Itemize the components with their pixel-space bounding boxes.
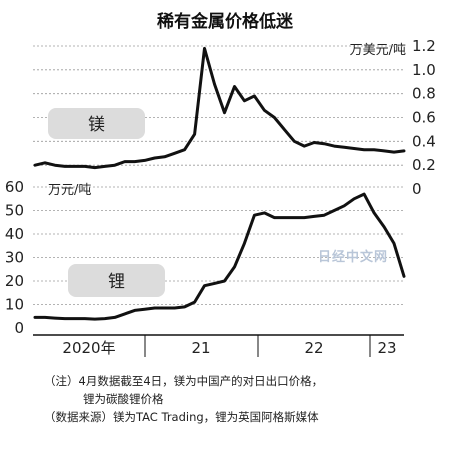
x-tick-label: 21 — [191, 339, 210, 357]
y-tick-label: 0.8 — [412, 85, 436, 103]
x-tick-label: 23 — [377, 339, 396, 357]
footnote-line: （注）4月数据截至4日，镁为中国产的对日出口价格， — [44, 374, 323, 388]
y-tick-label: 50 — [5, 202, 24, 220]
y-tick-label: 0.6 — [412, 109, 436, 127]
y-tick-label: 10 — [5, 296, 24, 314]
footnote-line: （数据来源）镁为TAC Trading，锂为英国阿格斯媒体 — [44, 410, 319, 424]
footnote-line: 锂为碳酸锂价格 — [83, 392, 164, 406]
y-tick-label: 1.0 — [412, 61, 436, 79]
lithium-label-box — [68, 264, 165, 297]
magnesium-unit-label: 万美元/吨 — [350, 43, 406, 58]
y-tick-label: 20 — [5, 272, 24, 290]
x-tick-label: 22 — [304, 339, 323, 357]
lithium-y-ticks: 60 50 40 30 20 10 0 — [5, 178, 24, 337]
y-tick-label: 0.2 — [412, 156, 436, 174]
x-tick-label: 2020年 — [62, 339, 115, 357]
y-tick-label: 0.4 — [412, 132, 436, 150]
lithium-series-label: 锂 — [108, 272, 125, 292]
x-axis: 2020年 21 22 23 — [33, 334, 404, 357]
y-tick-label: 30 — [5, 249, 24, 267]
chart-title: 稀有金属价格低迷 — [157, 11, 294, 32]
lithium-panel: 万元/吨 60 50 40 30 20 10 0 锂 — [5, 178, 406, 337]
magnesium-label-box — [48, 108, 145, 139]
lithium-unit-label: 万元/吨 — [48, 183, 91, 198]
magnesium-price-line — [33, 46, 406, 170]
magnesium-y-ticks: 1.2 1.0 0.8 0.6 0.4 0.2 0 — [412, 37, 436, 198]
y-tick-label: 1.2 — [412, 37, 436, 55]
lithium-price-line — [33, 192, 406, 321]
magnesium-series-label: 镁 — [88, 115, 105, 135]
y-tick-label: 40 — [5, 225, 24, 243]
watermark: 日经中文网 — [318, 249, 388, 265]
y-tick-label: 0 — [412, 180, 422, 198]
y-tick-label: 0 — [14, 319, 24, 337]
footnotes: （注）4月数据截至4日，镁为中国产的对日出口价格， 锂为碳酸锂价格 （数据来源）… — [44, 374, 323, 424]
magnesium-panel: 万美元/吨 1.2 1.0 0.8 0.6 0.4 0.2 0 镁 — [33, 37, 436, 198]
y-tick-label: 60 — [5, 178, 24, 196]
